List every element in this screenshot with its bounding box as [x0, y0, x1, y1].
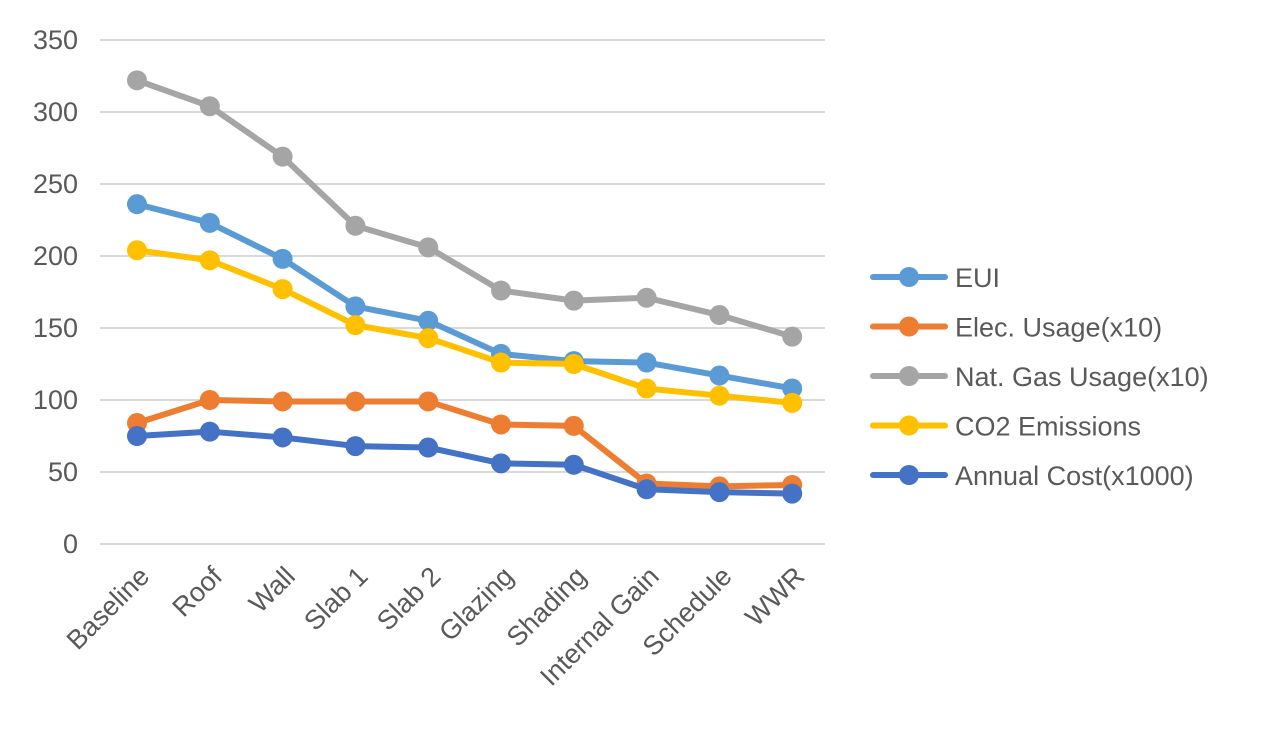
data-point: [272, 146, 293, 167]
data-point: [418, 310, 439, 331]
data-point: [782, 483, 803, 504]
data-point: [272, 248, 293, 269]
y-tick-label: 200: [33, 241, 78, 271]
legend-marker: [899, 366, 919, 386]
y-tick-label: 300: [33, 97, 78, 127]
data-point: [636, 287, 657, 308]
legend: EUI Elec. Usage(x10) Nat. Gas Usage(x10) CO…: [870, 263, 1209, 491]
data-point: [272, 279, 293, 300]
data-point: [127, 194, 147, 215]
data-point: [709, 385, 730, 406]
x-tick-label: Wall: [243, 561, 301, 619]
data-point: [782, 326, 803, 347]
y-tick-label: 50: [48, 457, 78, 487]
data-point: [272, 391, 293, 412]
data-point: [636, 479, 657, 500]
x-tick-label: Baseline: [61, 561, 155, 655]
data-point: [491, 352, 511, 373]
data-point: [127, 70, 147, 91]
legend-marker: [899, 267, 919, 287]
data-point: [345, 296, 366, 317]
legend-marker: [899, 465, 919, 485]
data-point: [491, 453, 511, 474]
y-axis-tick-labels: 0 50 100 150 200 250 300 350: [33, 25, 78, 559]
series-3: [127, 240, 803, 413]
y-tick-label: 100: [33, 385, 78, 415]
y-tick-label: 0: [63, 529, 78, 559]
data-point: [345, 391, 366, 412]
legend-label: CO2 Emissions: [955, 412, 1141, 442]
data-point: [782, 378, 803, 399]
data-point: [418, 237, 439, 258]
legend-label: EUI: [955, 263, 1000, 293]
data-point: [199, 96, 220, 117]
data-point: [636, 352, 657, 373]
data-point: [199, 250, 220, 271]
data-point: [563, 354, 584, 374]
data-point: [563, 290, 584, 311]
data-point: [345, 315, 366, 336]
series-line: [134, 77, 796, 340]
series-layer: [127, 70, 803, 504]
legend-item: CO2 Emissions: [870, 412, 1141, 442]
series-4: [127, 421, 803, 504]
data-point: [491, 414, 511, 435]
legend-item: EUI: [870, 263, 1000, 293]
data-point: [345, 436, 366, 457]
data-point: [782, 392, 803, 413]
data-point: [709, 365, 730, 386]
series-line: [134, 428, 796, 497]
data-point: [272, 427, 293, 448]
data-point: [418, 328, 439, 349]
legend-label: Annual Cost(x1000): [955, 461, 1194, 491]
data-point: [709, 305, 730, 326]
legend-item: Annual Cost(x1000): [870, 461, 1194, 491]
legend-label: Nat. Gas Usage(x10): [955, 362, 1209, 392]
data-point: [199, 212, 220, 233]
series-1: [127, 390, 803, 497]
series-line: [134, 201, 796, 392]
y-tick-label: 250: [33, 169, 78, 199]
y-tick-label: 350: [33, 25, 78, 55]
data-point: [709, 482, 730, 503]
data-point: [127, 426, 147, 446]
x-tick-label: Slab 1: [298, 561, 373, 636]
legend-label: Elec. Usage(x10): [955, 313, 1162, 343]
data-point: [491, 280, 511, 301]
series-line: [134, 397, 796, 490]
data-point: [636, 378, 657, 399]
data-point: [345, 215, 366, 236]
x-tick-label: WWR: [739, 561, 810, 632]
x-tick-label: Roof: [166, 561, 228, 623]
data-point: [563, 415, 584, 436]
data-point: [199, 390, 220, 410]
legend-marker: [899, 415, 919, 436]
series-0: [127, 194, 803, 399]
legend-item: Nat. Gas Usage(x10): [870, 362, 1209, 392]
data-point: [199, 421, 220, 442]
data-point: [127, 240, 147, 261]
data-point: [563, 454, 584, 475]
data-point: [418, 437, 439, 458]
y-tick-label: 150: [33, 313, 78, 343]
series-line: [134, 247, 796, 406]
data-point: [418, 391, 439, 412]
series-2: [127, 70, 803, 347]
legend-marker: [899, 316, 919, 337]
legend-item: Elec. Usage(x10): [870, 313, 1162, 343]
